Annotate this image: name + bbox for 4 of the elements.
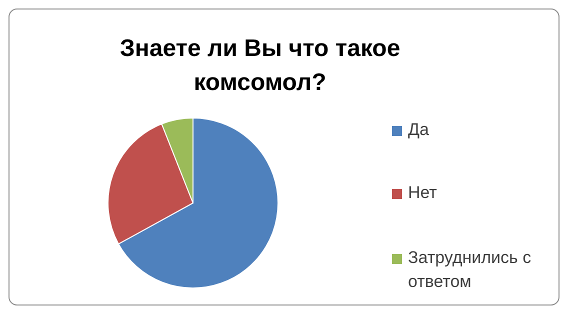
legend-label: Да bbox=[408, 120, 430, 139]
chart-title: Знаете ли Вы что такое комсомол? bbox=[120, 35, 400, 96]
legend-label: Затруднились с ответом bbox=[408, 248, 532, 291]
legend-label: Нет bbox=[408, 183, 438, 202]
